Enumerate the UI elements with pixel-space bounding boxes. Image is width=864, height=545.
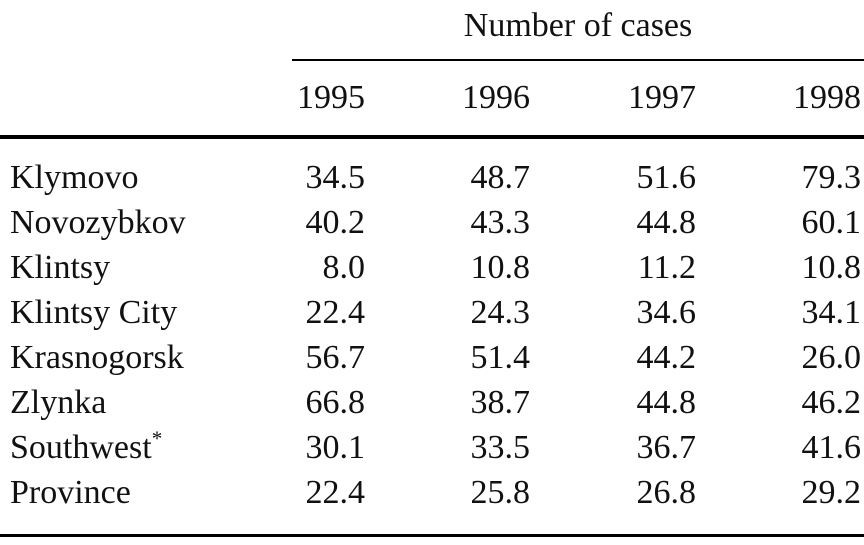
spanner-row: Number of cases xyxy=(0,0,864,61)
value-cell: 44.2 xyxy=(636,339,697,376)
header-stub-cell xyxy=(0,60,292,139)
value-cell: 10.8 xyxy=(801,249,862,286)
value-cell: 48.7 xyxy=(470,159,531,196)
value-cell: 29.2 xyxy=(801,474,862,511)
row-label-text: Province xyxy=(10,474,131,511)
value-cell: 22.4 xyxy=(305,474,366,511)
value-cell: 41.6 xyxy=(801,429,862,466)
value-cell: 44.8 xyxy=(636,384,697,421)
value-cell: 44.8 xyxy=(636,204,697,241)
table-row: Klintsy 8.0 10.8 11.2 10.8 xyxy=(0,245,864,290)
value-cell: 36.7 xyxy=(636,429,697,466)
row-label-text: Klymovo xyxy=(10,159,139,196)
value-cell: 38.7 xyxy=(470,384,531,421)
value-cell: 66.8 xyxy=(305,384,366,421)
table-row: Novozybkov 40.2 43.3 44.8 60.1 xyxy=(0,200,864,245)
value-cell: 10.8 xyxy=(470,249,531,286)
value-cell: 34.1 xyxy=(801,294,862,331)
row-label: Southwest* xyxy=(0,425,292,470)
table-row: Zlynka 66.8 38.7 44.8 46.2 xyxy=(0,380,864,425)
year-column-header: 1998 xyxy=(699,60,864,139)
row-label-text: Klintsy xyxy=(10,249,111,286)
value-cell: 51.4 xyxy=(470,339,531,376)
value-cell: 56.7 xyxy=(305,339,366,376)
row-label: Klymovo xyxy=(0,137,292,200)
footnote-asterisk: * xyxy=(151,426,163,451)
row-label: Province xyxy=(0,470,292,536)
year-column-header: 1995 xyxy=(292,60,368,139)
value-cell: 43.3 xyxy=(470,204,531,241)
value-cell: 79.3 xyxy=(801,159,862,196)
table-row: Province 22.4 25.8 26.8 29.2 xyxy=(0,470,864,536)
table-title: Number of cases xyxy=(292,0,864,61)
row-label-text: Zlynka xyxy=(10,384,107,421)
row-label-text: Novozybkov xyxy=(10,204,186,241)
row-label: Novozybkov xyxy=(0,200,292,245)
value-cell: 40.2 xyxy=(305,204,366,241)
value-cell: 60.1 xyxy=(801,204,862,241)
value-cell: 51.6 xyxy=(636,159,697,196)
year-column-header: 1997 xyxy=(533,60,699,139)
table-row: Klintsy City 22.4 24.3 34.6 34.1 xyxy=(0,290,864,335)
row-label: Klintsy City xyxy=(0,290,292,335)
year-column-header: 1996 xyxy=(368,60,533,139)
row-label-text: Krasnogorsk xyxy=(10,339,184,376)
row-label-text: Klintsy City xyxy=(10,294,178,331)
value-cell: 46.2 xyxy=(801,384,862,421)
value-cell: 8.0 xyxy=(322,249,366,286)
table-row: Krasnogorsk 56.7 51.4 44.2 26.0 xyxy=(0,335,864,380)
header-stub-cell xyxy=(0,0,292,60)
row-label: Klintsy xyxy=(0,245,292,290)
row-label: Zlynka xyxy=(0,380,292,425)
table-row: Klymovo 34.5 48.7 51.6 79.3 xyxy=(0,137,864,200)
years-header-row: 1995 1996 1997 1998 xyxy=(0,60,864,139)
value-cell: 11.2 xyxy=(637,249,696,286)
value-cell: 33.5 xyxy=(470,429,531,466)
value-cell: 30.1 xyxy=(305,429,366,466)
value-cell: 34.5 xyxy=(305,159,366,196)
value-cell: 22.4 xyxy=(305,294,366,331)
row-label-text: Southwest xyxy=(10,429,152,466)
table-row: Southwest* 30.1 33.5 36.7 41.6 xyxy=(0,425,864,470)
row-label: Krasnogorsk xyxy=(0,335,292,380)
value-cell: 26.8 xyxy=(636,474,697,511)
value-cell: 26.0 xyxy=(801,339,862,376)
value-cell: 24.3 xyxy=(470,294,531,331)
value-cell: 34.6 xyxy=(636,294,697,331)
value-cell: 25.8 xyxy=(470,474,531,511)
